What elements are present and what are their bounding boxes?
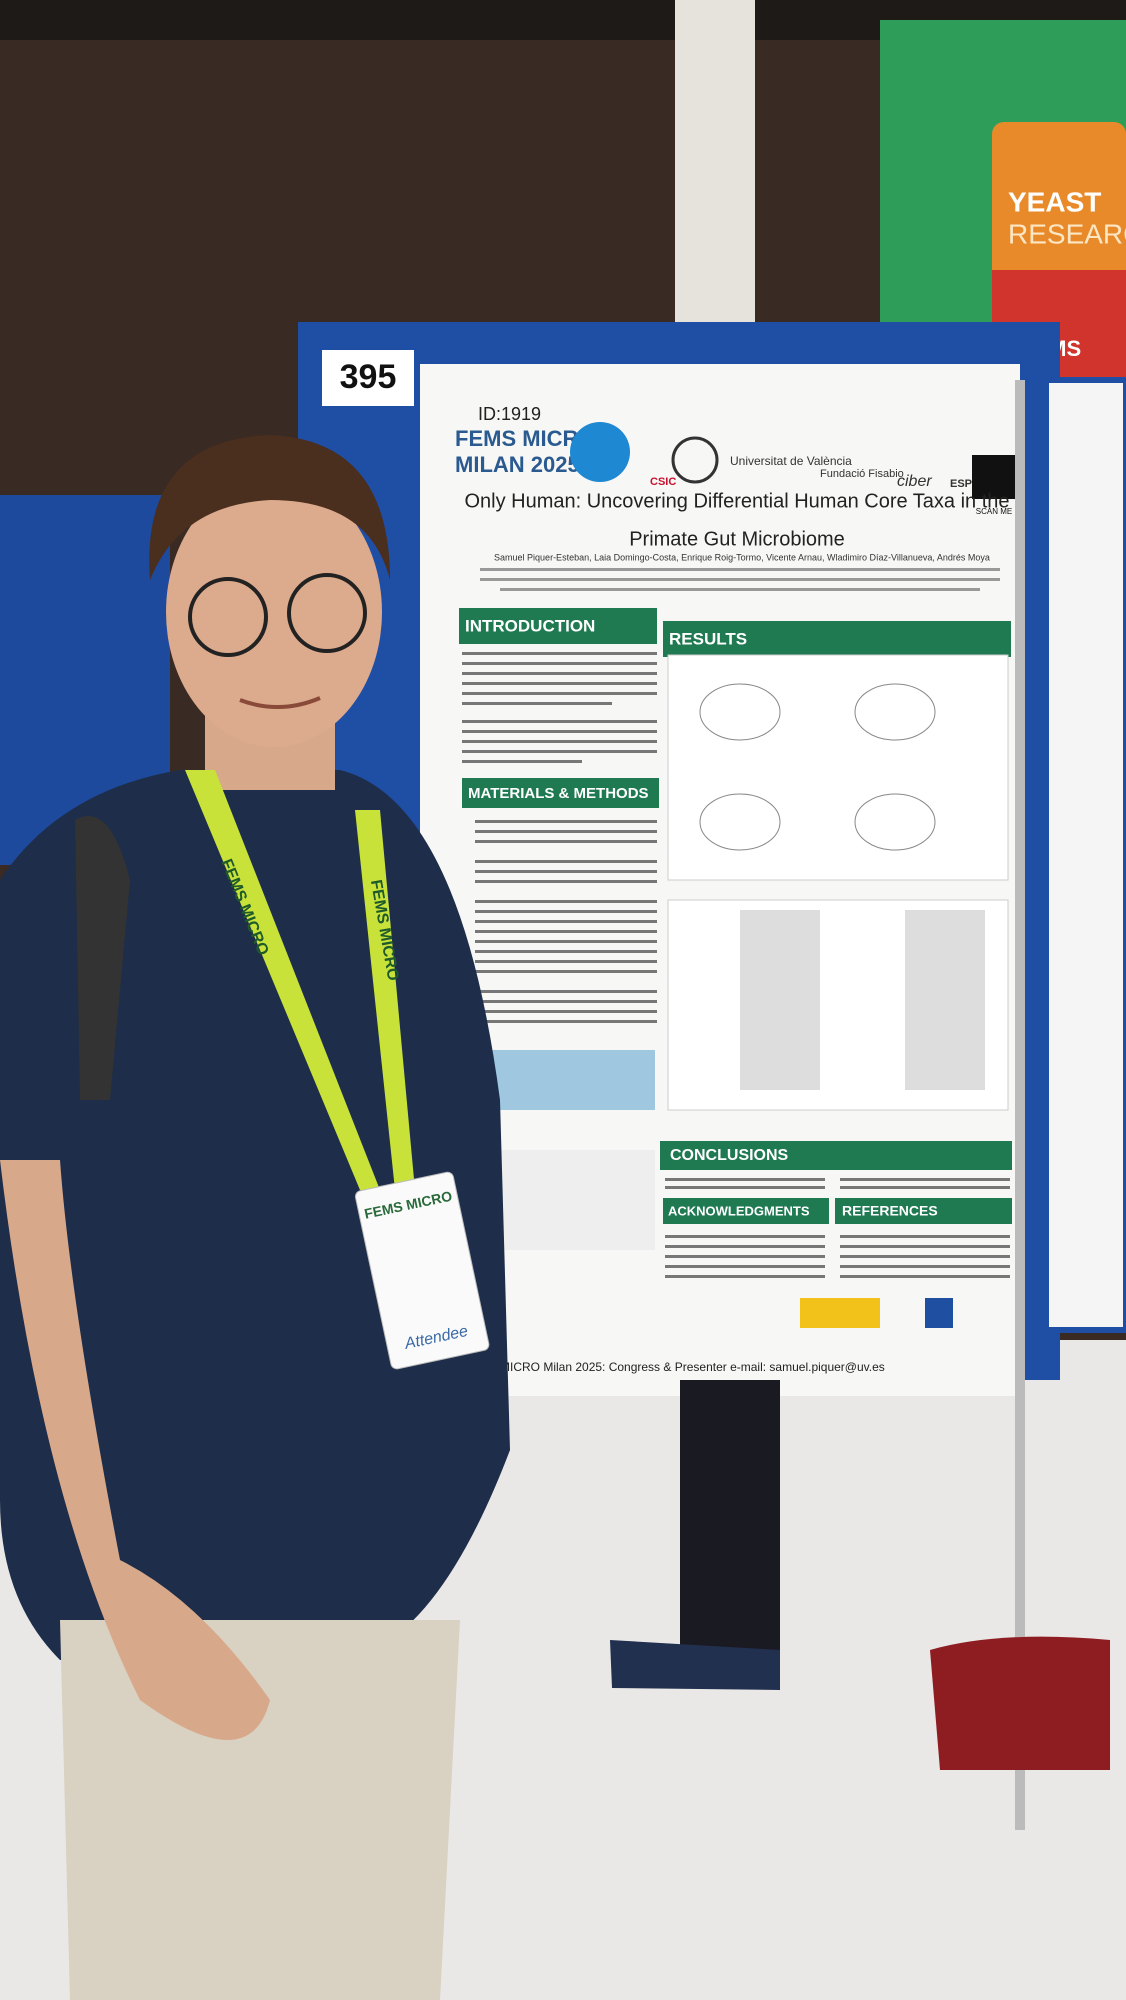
scan-label: SCAN ME — [976, 507, 1012, 516]
lanyard — [185, 770, 380, 1190]
bar-block — [740, 910, 820, 1090]
section-header — [459, 608, 657, 644]
section-title: ACKNOWLEDGMENTS — [668, 1203, 810, 1218]
handbag — [930, 1636, 1110, 1770]
pca-ellipse — [854, 793, 936, 851]
logo-text: CSIC — [650, 476, 676, 488]
glasses — [287, 573, 367, 653]
body-text — [665, 1178, 1010, 1189]
section-header — [660, 1141, 1012, 1170]
booth-number: 395 — [340, 358, 397, 396]
section-title: RESULTS — [669, 629, 747, 648]
poster-title: Only Human: Uncovering Differential Huma… — [464, 490, 1009, 512]
logo — [671, 436, 719, 484]
pca-ellipse — [854, 683, 936, 741]
map-figure — [490, 1050, 655, 1110]
banner-text: YEAST — [1008, 186, 1101, 217]
hair — [149, 435, 390, 580]
section-header — [835, 1198, 1012, 1224]
logo-text: Universitat de València — [730, 454, 852, 468]
shoe — [610, 1640, 780, 1690]
pca-figure — [667, 654, 1009, 881]
pillar — [675, 0, 755, 380]
logo-text: ciber — [897, 473, 932, 490]
body-text — [475, 820, 657, 1023]
section-title: CONCLUSIONS — [670, 1147, 789, 1164]
trousers — [60, 1620, 460, 2000]
section-header — [663, 621, 1011, 657]
logo-text: Fundació Fisabio — [820, 468, 904, 480]
sponsor-logo — [925, 1298, 953, 1328]
body-text — [665, 1235, 1010, 1278]
face — [166, 477, 382, 747]
poster-id: ID:1919 — [478, 404, 541, 424]
section-header — [663, 1198, 829, 1224]
lanyard — [355, 810, 415, 1190]
body-text — [462, 652, 657, 763]
banner-text: RESEARCH — [1008, 218, 1126, 249]
arm — [0, 1160, 270, 1740]
logo — [570, 422, 630, 482]
sponsor-logo — [800, 1298, 880, 1328]
pca-ellipse — [699, 793, 781, 851]
section-title: REFERENCES — [842, 1203, 938, 1219]
bar-block — [905, 910, 985, 1090]
section-header — [462, 778, 659, 808]
glasses — [188, 577, 268, 657]
section-title: MATERIALS & METHODS — [468, 785, 649, 802]
neighbour-poster — [1043, 377, 1126, 1333]
poster-title: Primate Gut Microbiome — [629, 528, 845, 550]
conference: MILAN 2025 — [455, 452, 580, 477]
legs — [680, 1380, 780, 1650]
affiliations — [480, 568, 1000, 591]
pca-ellipse — [699, 683, 781, 741]
booth-sign — [322, 350, 414, 406]
stand-pole — [1015, 380, 1025, 1830]
smile — [239, 696, 321, 709]
badge-card — [354, 1171, 490, 1370]
authors: Samuel Piquer-Esteban, Laia Domingo-Cost… — [494, 552, 990, 562]
poster-footer: MICRO Milan 2025: Congress & Presenter e… — [500, 1360, 885, 1374]
backpack-strap — [75, 816, 130, 1100]
section-title: INTRODUCTION — [465, 616, 595, 635]
bar-figure — [490, 1150, 655, 1250]
qr-code — [972, 455, 1016, 499]
badge: FEMS MICRO Attendee — [354, 1171, 490, 1370]
logo-text: ESP — [950, 478, 972, 490]
